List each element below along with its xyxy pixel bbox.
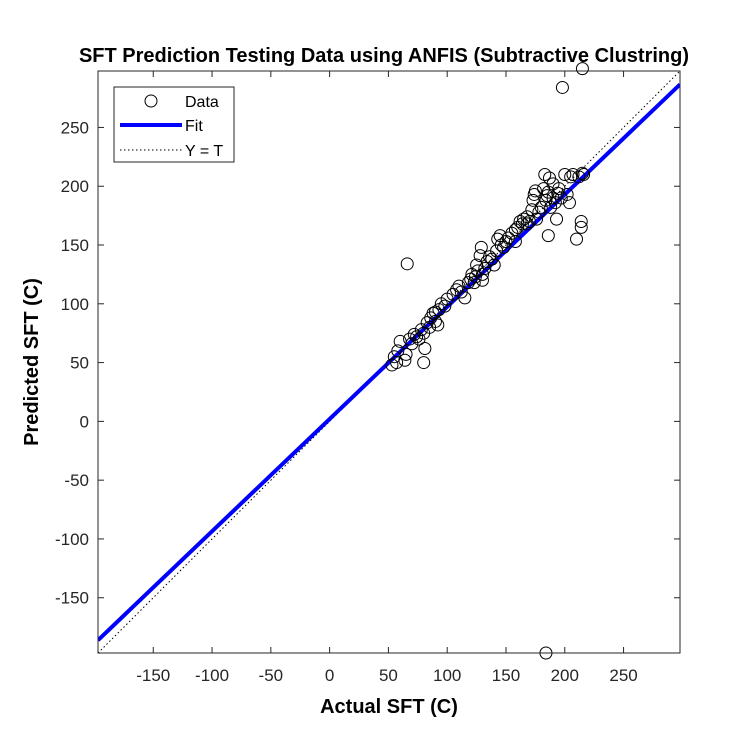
legend-label-data: Data	[185, 94, 219, 111]
data-point	[575, 62, 589, 76]
data-point	[458, 291, 472, 305]
y-tick-label: 100	[61, 295, 89, 314]
data-point	[474, 240, 488, 254]
data-point	[541, 229, 555, 243]
legend: Data Fit Y = T	[113, 86, 235, 163]
y-axis: -150 -100 -50 0 50 100 150 200 250	[55, 118, 680, 608]
x-axis: -150 -100 -50 0 50 100 150 200 250	[136, 71, 638, 685]
data-point	[555, 80, 569, 94]
y-tick-label: 200	[61, 177, 89, 196]
data-point	[478, 262, 492, 276]
data-point	[566, 167, 580, 181]
data-point	[534, 200, 548, 214]
x-tick-label: 100	[433, 666, 461, 685]
data-point	[405, 337, 419, 351]
data-point	[564, 170, 578, 184]
data-point	[417, 356, 431, 370]
data-point	[551, 186, 565, 200]
y-axis-label: Predicted SFT (C)	[21, 278, 43, 446]
data-point	[577, 167, 591, 181]
data-point	[391, 344, 405, 358]
data-point	[467, 276, 481, 290]
legend-label-yt: Y = T	[185, 143, 223, 160]
data-point	[438, 299, 452, 313]
fit-series	[98, 82, 680, 642]
x-axis-label: Actual SFT (C)	[320, 696, 458, 718]
data-point	[530, 212, 544, 226]
x-tick-label: 250	[609, 666, 637, 685]
x-tick-label: -150	[136, 666, 170, 685]
data-point	[400, 257, 414, 271]
x-tick-label: 0	[325, 666, 334, 685]
data-point	[517, 212, 531, 226]
data-point	[485, 252, 499, 266]
y-tick-label: -50	[64, 471, 89, 490]
data-point	[562, 196, 576, 210]
x-tick-label: -50	[259, 666, 284, 685]
legend-label-fit: Fit	[185, 118, 203, 135]
y-equals-t-series	[98, 71, 680, 653]
data-point	[494, 238, 508, 252]
data-point	[487, 258, 501, 272]
y-tick-label: -100	[55, 530, 89, 549]
y-tick-label: 150	[61, 236, 89, 255]
data-point	[574, 214, 588, 228]
data-point	[526, 193, 540, 207]
y-equals-t-line	[98, 71, 680, 653]
x-tick-label: 50	[379, 666, 398, 685]
data-series	[385, 62, 591, 660]
chart-title: SFT Prediction Testing Data using ANFIS …	[79, 45, 689, 67]
data-point	[431, 318, 445, 332]
data-point	[515, 217, 529, 231]
x-tick-label: 150	[492, 666, 520, 685]
x-tick-label: -100	[195, 666, 229, 685]
data-point	[428, 314, 442, 328]
data-point	[570, 232, 584, 246]
data-point	[558, 167, 572, 181]
data-point	[452, 279, 466, 293]
axes-frame	[97, 70, 681, 654]
data-point	[513, 214, 527, 228]
data-point	[550, 212, 564, 226]
data-point	[574, 220, 588, 234]
data-point	[398, 353, 412, 367]
y-tick-label: 250	[61, 118, 89, 137]
data-point	[410, 330, 424, 344]
fit-line	[98, 82, 680, 642]
data-point	[399, 347, 413, 361]
y-tick-label: 50	[70, 354, 89, 373]
data-point	[575, 166, 589, 180]
data-point	[544, 200, 558, 214]
data-point	[508, 234, 522, 248]
data-point	[418, 341, 432, 355]
data-point	[475, 267, 489, 281]
data-point	[539, 193, 553, 207]
y-tick-label: -150	[55, 589, 89, 608]
data-point	[538, 167, 552, 181]
data-point	[407, 327, 421, 341]
legend-data-marker	[144, 94, 158, 108]
data-point	[501, 231, 515, 245]
x-tick-label: 200	[551, 666, 579, 685]
y-tick-label: 0	[80, 412, 89, 431]
data-point	[528, 184, 542, 198]
data-point	[560, 187, 574, 201]
